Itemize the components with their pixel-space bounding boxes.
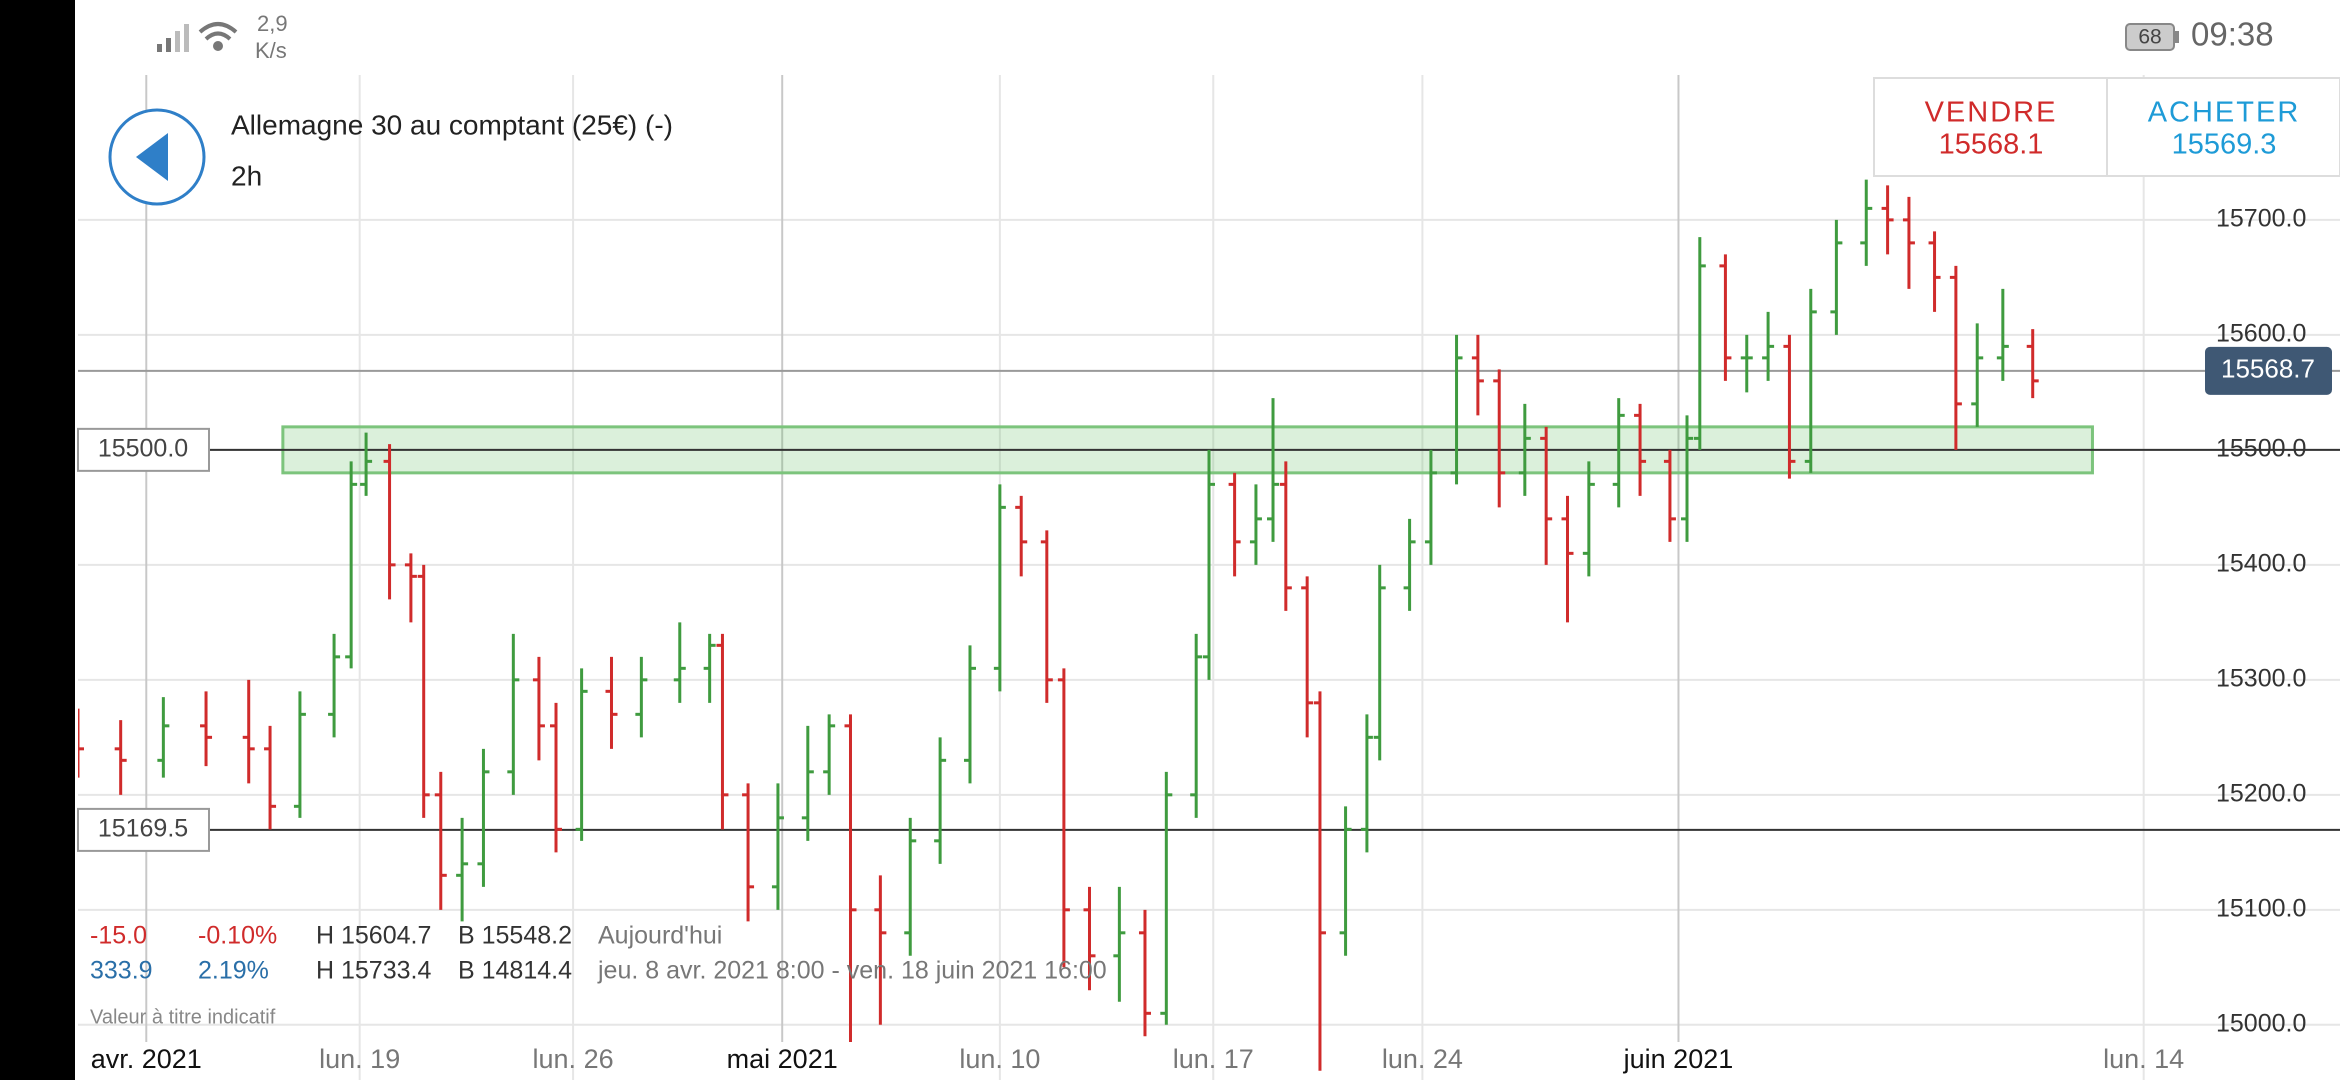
signal-icon bbox=[157, 24, 189, 52]
grid bbox=[78, 75, 2340, 1080]
x-tick-label-bg bbox=[1598, 1042, 1759, 1080]
buy-label[interactable]: ACHETER bbox=[2148, 97, 2301, 129]
instrument-title: Allemagne 30 au comptant (25€) (-) bbox=[231, 109, 673, 140]
back-arrow[interactable] bbox=[136, 133, 168, 181]
y-tick-label: 15200.0 bbox=[2216, 779, 2306, 807]
clock: 09:38 bbox=[2191, 16, 2274, 53]
level-label-box bbox=[77, 427, 210, 472]
change: -15.0 bbox=[90, 922, 147, 950]
last-price-box bbox=[2205, 346, 2332, 395]
y-tick-label: 15400.0 bbox=[2216, 549, 2306, 577]
battery-icon bbox=[2125, 23, 2175, 51]
stats: -15.0 -0.10% H 15604.7 B 15548.2 Aujourd… bbox=[90, 922, 1107, 1029]
buy-price[interactable]: 15569.3 bbox=[2172, 129, 2277, 161]
level-label: 15169.5 bbox=[98, 815, 188, 843]
label-layer: 15000.0 15100.0 15200.0 15300.0 15400.0 15500… bbox=[66, 204, 2332, 1080]
sell-button[interactable]: VENDRE 15568.1 bbox=[1925, 97, 2058, 161]
wifi-icon bbox=[198, 22, 238, 51]
y-tick-label: 15600.0 bbox=[2216, 319, 2306, 347]
x-tick-label: avr. 2021 bbox=[91, 1044, 202, 1074]
high: H 15604.7 bbox=[316, 922, 431, 950]
status-bar: 2,9 K/s 68 09:38 bbox=[157, 11, 2274, 63]
y-tick-label: 15700.0 bbox=[2216, 204, 2306, 232]
sell-price[interactable]: 15568.1 bbox=[1939, 129, 2044, 161]
header: Allemagne 30 au comptant (25€) (-) 2h bbox=[108, 108, 673, 206]
x-tick-label: lun. 19 bbox=[319, 1044, 400, 1074]
y-tick-label: 15300.0 bbox=[2216, 664, 2306, 692]
back-button[interactable] bbox=[108, 108, 206, 206]
last-price-label: 15568.7 bbox=[2221, 354, 2315, 384]
trade-panel: VENDRE 15568.1 ACHETER 15569.3 bbox=[1873, 77, 2340, 177]
screen-edge bbox=[0, 0, 75, 1080]
change: 333.9 bbox=[90, 957, 153, 985]
x-tick-label-bg bbox=[66, 1042, 227, 1080]
x-tick-label: lun. 26 bbox=[533, 1044, 614, 1074]
y-tick-label: 15500.0 bbox=[2216, 434, 2306, 462]
buy-button[interactable]: ACHETER 15569.3 bbox=[2148, 97, 2301, 161]
x-tick-label: lun. 24 bbox=[1382, 1044, 1463, 1074]
battery-level: 68 bbox=[2138, 26, 2161, 49]
x-tick-label-bg bbox=[702, 1042, 863, 1080]
x-tick-label: lun. 14 bbox=[2103, 1044, 2184, 1074]
low: B 14814.4 bbox=[458, 957, 572, 985]
battery-tip bbox=[2175, 31, 2179, 43]
high: H 15733.4 bbox=[316, 957, 431, 985]
change-percent: 2.19% bbox=[198, 957, 269, 985]
change-percent: -0.10% bbox=[198, 922, 277, 950]
speed-value: 2,9 bbox=[257, 11, 288, 36]
y-tick-label: 15100.0 bbox=[2216, 894, 2306, 922]
level-label: 15500.0 bbox=[98, 434, 188, 462]
x-tick-label: mai 2021 bbox=[727, 1044, 838, 1074]
speed-unit: K/s bbox=[255, 38, 287, 63]
disclaimer: Valeur à titre indicatif bbox=[90, 1006, 276, 1028]
x-tick-label: lun. 10 bbox=[959, 1044, 1040, 1074]
period: jeu. 8 avr. 2021 8:00 - ven. 18 juin 202… bbox=[597, 957, 1107, 985]
x-tick-label: juin 2021 bbox=[1623, 1044, 1734, 1074]
period: Aujourd'hui bbox=[598, 922, 722, 950]
x-tick-label: lun. 17 bbox=[1173, 1044, 1254, 1074]
bar-layer bbox=[78, 179, 2039, 1080]
sell-label[interactable]: VENDRE bbox=[1925, 97, 2058, 129]
y-tick-label: 15000.0 bbox=[2216, 1009, 2306, 1037]
timeframe[interactable]: 2h bbox=[231, 160, 262, 191]
low: B 15548.2 bbox=[458, 922, 572, 950]
level-label-box bbox=[77, 807, 210, 852]
